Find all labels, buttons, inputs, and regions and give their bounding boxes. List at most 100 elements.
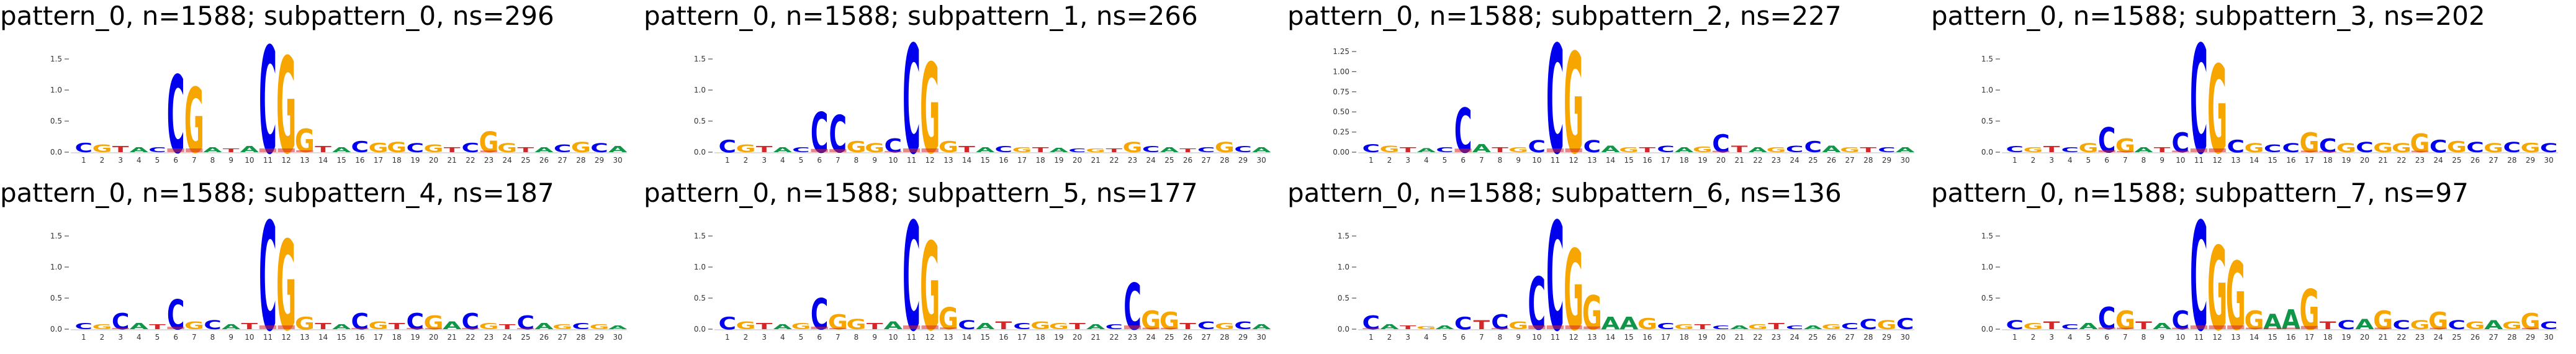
x-tick-label: 8	[854, 333, 859, 342]
y-tick-label: 1.5	[50, 55, 62, 63]
residual-stack	[1583, 326, 1601, 329]
logo-letter-G: G	[1215, 140, 1235, 156]
residual-stack	[2117, 151, 2134, 152]
logo-letter-A: A	[1086, 323, 1106, 331]
logo-letter-C: C	[1454, 314, 1472, 334]
x-tick-label: 25	[1808, 156, 1817, 165]
residual-stack	[2411, 150, 2429, 152]
x-tick-label: 26	[1183, 156, 1192, 165]
logo-letter-A: A	[1896, 146, 1914, 154]
residual-stack	[940, 327, 957, 329]
logo-letter-A: A	[1160, 146, 1179, 154]
x-tick-label: 12	[2213, 156, 2222, 165]
y-tick-label: 0.5	[1338, 294, 1349, 302]
x-tick-label: 19	[2341, 156, 2351, 165]
x-tick-label: 14	[962, 156, 971, 165]
x-tick-label: 2	[1387, 156, 1392, 165]
y-tick-label: 0.0	[50, 148, 62, 157]
logo-letter-A: A	[1804, 324, 1822, 330]
logo-letter-C: C	[1454, 96, 1472, 166]
logo-letter-C: C	[1657, 321, 1675, 331]
x-tick-label: 13	[2231, 333, 2240, 342]
residual-stack	[277, 325, 295, 329]
y-tick-label: 0.5	[694, 294, 706, 302]
logo-letter-C: C	[2227, 137, 2245, 157]
y-tick-label: 1.0	[1981, 86, 1993, 94]
x-tick-label: 26	[2470, 333, 2480, 342]
x-tick-label: 11	[2194, 156, 2204, 165]
x-tick-label: 15	[337, 333, 346, 342]
x-tick-label: 6	[817, 333, 822, 342]
x-tick-label: 16	[2286, 156, 2295, 165]
x-tick-label: 22	[2397, 333, 2406, 342]
logo-letter-C: C	[1013, 321, 1031, 331]
logo-letter-C: C	[204, 319, 222, 332]
x-tick-label: 19	[1054, 333, 1063, 342]
logo-letter-C: C	[590, 142, 608, 155]
logo-letter-A: A	[534, 146, 554, 154]
x-tick-label: 24	[1146, 156, 1156, 165]
logo-letter-A: A	[2282, 304, 2300, 336]
x-tick-label: 16	[355, 156, 364, 165]
logo-letter-C: C	[1786, 144, 1804, 154]
x-tick-label: 1	[1369, 333, 1374, 342]
x-tick-label: 30	[613, 156, 623, 165]
logo-letter-G: G	[2115, 135, 2135, 157]
x-tick-label: 8	[1498, 333, 1503, 342]
chart-title: pattern_0, n=1588; subpattern_0, ns=296	[0, 1, 554, 31]
x-tick-label: 7	[1479, 156, 1484, 165]
x-tick-label: 10	[2176, 156, 2185, 165]
y-tick-label: 0.5	[1981, 294, 1993, 302]
x-tick-label: 15	[1624, 333, 1634, 342]
logo-letter-G: G	[2520, 309, 2540, 335]
x-tick-label: 18	[392, 156, 402, 165]
logo-letter-T: T	[958, 144, 975, 154]
x-tick-label: 16	[1642, 333, 1652, 342]
logo-letter-C: C	[2098, 121, 2116, 160]
x-tick-label: 3	[2049, 156, 2054, 165]
logo-panel: pattern_0, n=1588; subpattern_0, ns=296 0…	[0, 0, 644, 187]
residual-stack	[1491, 328, 1509, 329]
logo-letter-G: G	[920, 218, 940, 354]
y-tick-label: 1.0	[694, 86, 706, 94]
x-tick-label: 15	[337, 156, 346, 165]
residual-stack	[829, 149, 847, 152]
x-tick-label: 21	[2379, 156, 2388, 165]
x-tick-label: 21	[1735, 156, 1744, 165]
x-tick-label: 19	[1698, 333, 1707, 342]
x-tick-label: 13	[943, 156, 953, 165]
residual-stack	[2098, 327, 2115, 329]
x-tick-label: 30	[613, 333, 623, 342]
x-tick-label: 9	[2159, 333, 2164, 342]
logo-letter-G: G	[1380, 144, 1400, 154]
x-tick-label: 20	[1073, 156, 1082, 165]
logo-letter-C: C	[1362, 312, 1380, 334]
residual-stack	[2521, 327, 2539, 329]
x-tick-label: 9	[1516, 156, 1521, 165]
x-tick-label: 6	[2104, 333, 2109, 342]
x-tick-label: 17	[374, 156, 383, 165]
residual-stack	[407, 327, 424, 329]
logo-letter-T: T	[389, 321, 405, 331]
logo-letter-A: A	[976, 321, 995, 331]
x-tick-label: 10	[888, 333, 898, 342]
logo-letter-G: G	[589, 323, 609, 331]
y-tick-label: 1.0	[694, 263, 706, 271]
logo-letter-G: G	[2373, 306, 2393, 335]
x-tick-label: 12	[925, 156, 935, 165]
x-tick-label: 6	[1461, 156, 1466, 165]
x-tick-label: 9	[1516, 333, 1521, 342]
x-tick-label: 25	[2452, 333, 2461, 342]
logo-letter-A: A	[240, 144, 259, 154]
logo-letter-C: C	[2006, 319, 2024, 332]
residual-stack	[1565, 148, 1582, 152]
x-tick-label: 22	[1109, 333, 1119, 342]
x-tick-label: 11	[907, 333, 916, 342]
x-tick-label: 11	[263, 156, 272, 165]
logo-letter-C: C	[2061, 323, 2079, 331]
residual-stack	[480, 150, 498, 152]
logo-letter-C: C	[351, 309, 369, 335]
